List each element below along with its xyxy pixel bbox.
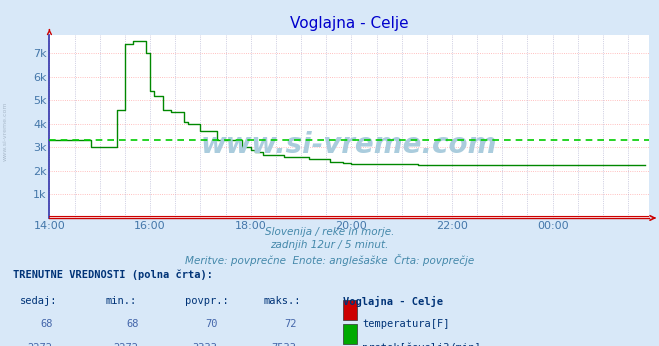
Bar [343,324,357,344]
Text: 2272: 2272 [113,343,138,346]
Text: zadnjih 12ur / 5 minut.: zadnjih 12ur / 5 minut. [270,240,389,251]
Text: 2272: 2272 [28,343,53,346]
Text: temperatura[F]: temperatura[F] [362,319,450,329]
Bar [343,300,357,320]
Text: Meritve: povprečne  Enote: anglešaške  Črta: povprečje: Meritve: povprečne Enote: anglešaške Črt… [185,254,474,266]
Title: Voglajna - Celje: Voglajna - Celje [290,16,409,31]
Text: pretok[čevelj3/min]: pretok[čevelj3/min] [362,343,481,346]
Text: 68: 68 [40,319,53,329]
Text: maks.:: maks.: [264,296,301,306]
Text: 7533: 7533 [272,343,297,346]
Text: sedaj:: sedaj: [20,296,57,306]
Text: TRENUTNE VREDNOSTI (polna črta):: TRENUTNE VREDNOSTI (polna črta): [13,270,213,280]
Text: povpr.:: povpr.: [185,296,228,306]
Text: Slovenija / reke in morje.: Slovenija / reke in morje. [265,227,394,237]
Text: www.si-vreme.com: www.si-vreme.com [3,102,8,161]
Text: Voglajna - Celje: Voglajna - Celje [343,296,443,307]
Text: min.:: min.: [105,296,136,306]
Text: www.si-vreme.com: www.si-vreme.com [201,131,498,158]
Text: 72: 72 [284,319,297,329]
Text: 68: 68 [126,319,138,329]
Text: 70: 70 [205,319,217,329]
Text: 3333: 3333 [192,343,217,346]
